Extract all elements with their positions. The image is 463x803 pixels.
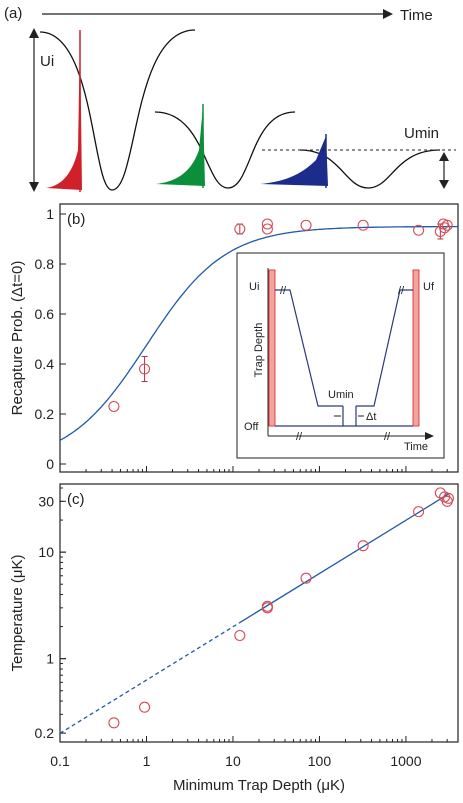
panel-c-xtick-label: 10 (225, 753, 241, 769)
panel-b-point (434, 225, 446, 238)
panel-c-axis: 0.2 1 10 30 0.1 1 10 100 1000 (35, 487, 459, 769)
panel-c-frame (59, 483, 459, 743)
energy-distribution-green (156, 106, 205, 186)
panel-c-xtick-label: 1 (143, 753, 151, 769)
panel-b-point (357, 219, 369, 231)
panel-c: (c) Temperature (μK) Minimum Trap Depth … (9, 483, 459, 794)
panel-c-xtick-label: 1000 (390, 753, 421, 769)
inset-break-mark-2: // (398, 285, 405, 297)
panel-b-point (439, 222, 451, 234)
panel-c-point (234, 629, 246, 642)
inset-dt-label: Δt (366, 411, 376, 423)
panel-b-fit-curve (59, 225, 458, 441)
inset-ui-label: Ui (249, 281, 259, 293)
umin-arrow-head-top (439, 152, 449, 161)
panel-b-ytick-label: 1 (46, 206, 54, 222)
umin-arrow-head-bottom (439, 180, 449, 189)
panel-b-ylabel: Recapture Prob. (Δt=0) (9, 261, 26, 416)
ui-arrow-head-top (29, 28, 39, 38)
inset-ylabel: Trap Depth (253, 323, 265, 378)
panel-c-ytick-label: 1 (46, 651, 54, 667)
inset-off-label: Off (244, 421, 259, 433)
time-arrow-head (383, 9, 393, 19)
panel-b-ytick-label: 0.8 (35, 256, 55, 272)
panel-c-tag: (c) (67, 491, 85, 508)
inset: Trap Depth Time Ui Uf Umin Off Δt // // … (236, 252, 445, 459)
panel-b-point (139, 363, 151, 375)
panel-c-point (300, 572, 312, 584)
panel-c-fit-line (239, 493, 449, 624)
panel-c-point (139, 701, 151, 713)
potential-well-2 (154, 111, 296, 189)
inset-uf-label: Uf (423, 281, 435, 293)
panel-b-ytick-label: 0 (46, 456, 54, 472)
ui-label: Ui (40, 53, 54, 70)
panel-c-xtick-label: 100 (308, 753, 332, 769)
inset-break-mark-4: // (384, 431, 391, 443)
panel-c-ytick-label: 0.2 (35, 725, 55, 741)
panel-c-ytick-label: 30 (38, 493, 54, 509)
panel-b-tag: (b) (67, 211, 85, 228)
panel-c-ylabel: Temperature (μK) (9, 554, 26, 671)
panel-a: (a) Time Ui Umin (4, 5, 456, 192)
panel-b: (b) Recapture Prob. (Δt=0) 0 0.2 0.4 0.6 0.8… (9, 203, 459, 473)
panel-b-ytick-label: 0.2 (35, 406, 55, 422)
panel-c-point (261, 600, 273, 612)
panel-b-point (413, 224, 425, 236)
panel-c-points (108, 487, 454, 729)
energy-distribution-blue (260, 136, 328, 186)
panel-c-fit-extrapolation (59, 622, 241, 734)
panel-b-point (261, 223, 273, 235)
inset-umin-label: Umin (328, 389, 354, 401)
panel-a-tag: (a) (4, 5, 22, 22)
panel-b-axis: 0 0.2 0.4 0.6 0.8 1 (35, 206, 459, 472)
panel-c-xtick-label: 0.1 (50, 753, 70, 769)
panel-b-point (234, 223, 246, 235)
panel-c-ytick-label: 10 (38, 544, 54, 560)
inset-break-mark-3: // (296, 431, 303, 443)
energy-distribution-red (46, 32, 82, 190)
time-label: Time (400, 7, 433, 24)
panel-c-point (357, 540, 369, 552)
panel-c-point (108, 717, 120, 729)
potential-well-3 (299, 149, 441, 189)
panel-c-point (434, 487, 446, 499)
panel-b-point (261, 218, 273, 230)
panel-b-point (108, 400, 120, 413)
potential-well-1 (39, 29, 196, 191)
inset-drop-trace (342, 406, 357, 427)
panel-c-point (442, 492, 454, 504)
panel-c-point (413, 506, 425, 518)
panel-b-points (108, 218, 453, 413)
panel-b-point (300, 219, 312, 231)
umin-label: Umin (404, 125, 439, 142)
inset-xlabel: Time (404, 441, 428, 453)
panel-b-ytick-label: 0.6 (35, 306, 55, 322)
ui-arrow-head-bottom (29, 182, 39, 192)
inset-break-mark-1: // (280, 285, 287, 297)
inset-pulse-right (412, 269, 420, 427)
inset-depth-trace (275, 289, 413, 407)
inset-pulse-left (268, 269, 276, 427)
panel-b-ytick-label: 0.4 (35, 356, 55, 372)
panel-b-point (441, 219, 453, 231)
panel-c-xlabel: Minimum Trap Depth (μK) (173, 777, 345, 794)
inset-x-arrow (425, 432, 434, 440)
